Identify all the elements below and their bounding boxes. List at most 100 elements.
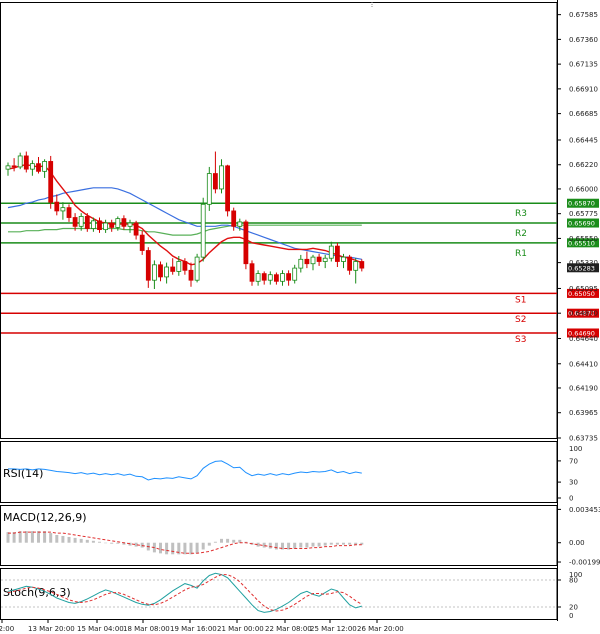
macd-histogram-bar — [12, 532, 16, 543]
candle-body — [5, 165, 11, 170]
candle-body — [219, 165, 224, 190]
candle-body — [72, 217, 78, 227]
macd-histogram-bar — [262, 542, 266, 548]
candle-body — [267, 274, 273, 281]
x-tick-label: 26 Mar 20:00 — [357, 625, 404, 633]
candle-body — [66, 207, 72, 218]
y-tick-label: 0.67135 — [569, 61, 598, 69]
level-name-r2: R2 — [515, 229, 527, 239]
y-tick-label: 0.65095 — [569, 285, 598, 293]
macd-histogram-bar — [232, 539, 236, 543]
macd-histogram-bar — [311, 542, 315, 547]
candle-body — [231, 210, 237, 227]
macd-histogram-bar — [238, 539, 242, 543]
macd-histogram-bar — [49, 533, 53, 543]
candle-body — [84, 216, 90, 229]
stoch-y-tick-label: 80 — [569, 577, 578, 585]
candle-body — [158, 264, 163, 278]
candle-body — [286, 273, 292, 281]
macd-histogram-bar — [159, 542, 162, 554]
candle-body — [170, 266, 176, 272]
candle-body — [42, 161, 47, 172]
y-tick-label: 0.66220 — [569, 161, 598, 169]
level-price-tag-label-s1: 0.65050 — [568, 290, 595, 298]
level-price-tag-label-r3: 0.65870 — [568, 200, 595, 208]
candle-body — [145, 250, 151, 281]
level-price-tag-r3 — [567, 198, 599, 208]
macd-histogram-bar — [24, 531, 28, 543]
level-price-tag-s3 — [567, 328, 599, 338]
macd-histogram-bar — [30, 531, 34, 543]
macd-histogram-bar — [317, 542, 321, 547]
macd-y-tick-label: 0.00 — [569, 539, 585, 547]
rsi-y-tick-label: 30 — [569, 479, 578, 487]
level-price-tag-s1 — [567, 288, 599, 298]
macd-histogram-bar — [323, 542, 327, 546]
candle-body — [127, 222, 133, 227]
candle-body — [310, 256, 316, 265]
y-tick-label: 0.66910 — [569, 85, 598, 93]
level-price-tag-r2 — [567, 218, 599, 228]
level-name-s2: S2 — [515, 315, 526, 325]
macd-histogram-bar — [128, 542, 132, 546]
macd-histogram-bar — [287, 542, 291, 550]
level-name-r1: R1 — [515, 249, 527, 259]
candle-body — [206, 173, 212, 205]
candle-body — [115, 218, 121, 228]
candle-body — [17, 155, 23, 168]
y-tick-label: 0.64410 — [569, 360, 598, 368]
candle-body — [255, 273, 261, 282]
macd-histogram-bar — [329, 542, 333, 545]
macd-histogram-bar — [67, 536, 71, 543]
level-price-tag-s2 — [567, 308, 599, 318]
macd-histogram-bar — [189, 542, 193, 555]
candle-body — [322, 257, 328, 262]
macd-histogram-bar — [171, 542, 175, 555]
y-tick-label: 0.65550 — [569, 235, 598, 243]
y-tick-label: 0.66685 — [569, 110, 598, 118]
candle-body — [359, 261, 365, 269]
stoch-main-line — [7, 572, 362, 613]
stoch-y-tick-label: 20 — [569, 604, 578, 612]
candle-body — [316, 256, 322, 262]
rsi-y-tick-label: 70 — [569, 457, 578, 465]
macd-histogram-bar — [165, 542, 169, 555]
candle-body — [151, 264, 157, 281]
macd-histogram-bar — [360, 542, 364, 545]
macd-title: MACD(12,26,9) — [3, 511, 87, 524]
macd-histogram-bar — [256, 542, 260, 547]
rsi-y-tick-label: 0 — [569, 495, 573, 503]
macd-histogram-bar — [61, 535, 65, 543]
stoch-title: Stoch(9,6,3) — [3, 586, 71, 599]
current-price-tag-label: 0.65283 — [568, 264, 595, 272]
rsi-y-tick-label: 100 — [569, 445, 582, 453]
level-price-tag-label-r2: 0.65690 — [568, 220, 595, 228]
y-tick-label: 0.66000 — [569, 185, 598, 193]
candle-body — [341, 256, 346, 262]
stoch-y-tick-label: 0 — [569, 612, 573, 620]
macd-y-tick-label: -0.001999 — [569, 559, 600, 567]
current-price-tag — [567, 263, 599, 273]
stoch-y-tick-label: 100 — [569, 571, 582, 579]
level-price-tag-r1 — [567, 238, 599, 248]
candle-body — [109, 222, 115, 228]
y-tick-label: 0.64640 — [569, 335, 598, 343]
y-tick-label: 0.63735 — [569, 435, 598, 443]
macd-histogram-bar — [177, 542, 181, 555]
candle-body — [164, 266, 170, 278]
candle-body — [121, 218, 127, 227]
candle-body — [292, 267, 298, 281]
macd-histogram-bar — [122, 542, 126, 545]
candle-body — [328, 245, 334, 259]
y-tick-label: 0.65330 — [569, 259, 598, 267]
candle-body — [188, 269, 194, 281]
macd-histogram-bar — [201, 542, 205, 550]
macd-histogram-bar — [43, 531, 47, 543]
macd-histogram-bar — [116, 542, 120, 544]
macd-histogram-bar — [274, 542, 278, 550]
macd-histogram-bar — [220, 538, 223, 543]
macd-histogram-bar — [18, 531, 22, 543]
macd-histogram-bar — [342, 542, 345, 545]
candle-body — [194, 256, 200, 281]
